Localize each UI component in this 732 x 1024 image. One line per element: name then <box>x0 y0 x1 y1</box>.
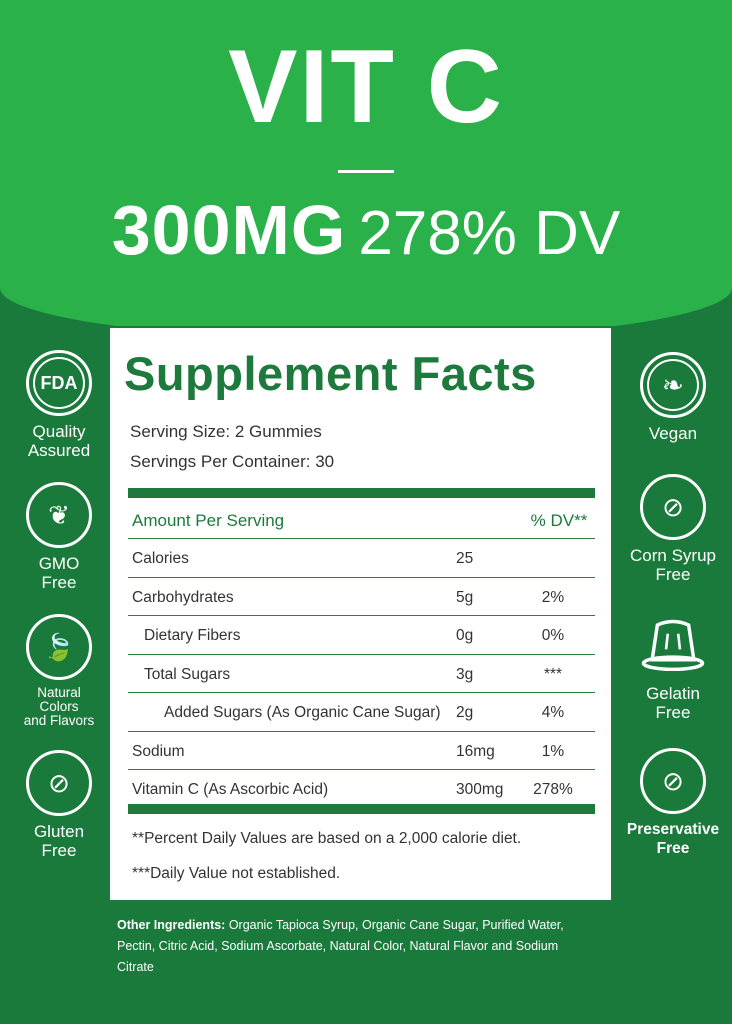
table-row: Total Sugars 3g *** <box>128 655 595 693</box>
table-row: Added Sugars (As Organic Cane Sugar) 2g 4% <box>128 693 595 732</box>
nutrient-amount: 25 <box>456 550 474 567</box>
badge-label: Natural <box>37 685 81 700</box>
nutrient-dv: 278% <box>533 781 573 798</box>
table-row: Calories 25 <box>128 539 595 578</box>
badge-quality: FDA Quality Assured <box>4 350 114 460</box>
no-preservative-icon: ⊘ <box>640 748 706 814</box>
nutrient-name: Vitamin C (As Ascorbic Acid) <box>132 781 329 798</box>
badge-label: Free <box>655 703 691 722</box>
thick-rule <box>128 488 595 498</box>
nutrient-amount: 16mg <box>456 742 495 760</box>
nutrient-amount: 2g <box>456 704 474 721</box>
table-row: Sodium 16mg 1% <box>128 732 595 770</box>
nutrient-name: Added Sugars (As Organic Cane Sugar) <box>164 704 441 721</box>
nutrient-dv: 4% <box>541 704 565 721</box>
badge-label: GMO <box>38 554 80 573</box>
nutrient-name: Calories <box>132 550 189 567</box>
dv-footnote: **Percent Daily Values are based on a 2,… <box>132 830 522 847</box>
badge-label: Vegan <box>648 424 698 443</box>
badge-gmo: ❦ GMO Free <box>4 482 114 592</box>
table-row: Vitamin C (As Ascorbic Acid) 300mg 278% <box>128 770 595 809</box>
nutrient-amount: 3g <box>456 665 474 683</box>
header-amount: Amount Per Serving <box>132 511 285 530</box>
vegan-leaves-icon: ❧ <box>640 352 706 418</box>
ingredients-text: Organic Tapioca Syrup, Organic Cane Suga… <box>117 918 564 974</box>
no-wheat-icon: ⊘ <box>26 750 92 816</box>
badge-label: Assured <box>27 441 91 460</box>
badge-label: Preservative <box>626 821 720 838</box>
table-header: Amount Per Serving % DV** <box>128 500 595 539</box>
ingredients-label: Other Ingredients: <box>117 918 226 932</box>
badge-natural: 🍃 Natural Colors and Flavors <box>4 614 114 728</box>
facts-title: Supplement Facts <box>124 347 537 400</box>
sprout-icon: ❦ <box>26 482 92 548</box>
serving-size: Serving Size: 2 Gummies <box>130 422 322 441</box>
badge-gluten: ⊘ Gluten Free <box>4 750 114 860</box>
dose-amount: 300MG <box>111 191 347 269</box>
nutrient-dv: *** <box>543 665 563 683</box>
header-dv: % DV** <box>530 511 588 530</box>
table-row: Carbohydrates 5g 2% <box>128 578 595 616</box>
badge-label: Free <box>41 841 77 860</box>
gelatin-icon <box>640 612 706 678</box>
badge-label: Colors <box>39 699 79 714</box>
nutrient-amount: 5g <box>456 588 474 606</box>
dose-line: 300MG 278% DV <box>0 190 732 270</box>
fda-seal-icon: FDA <box>26 350 92 416</box>
badge-label: Gelatin <box>646 684 700 703</box>
nutrient-name: Total Sugars <box>144 665 231 683</box>
badge-label: Corn Syrup <box>630 546 716 565</box>
no-corn-icon: ⊘ <box>640 474 706 540</box>
nutrient-dv: 0% <box>541 627 565 644</box>
badge-label: Free <box>41 573 77 592</box>
nutrient-amount: 300mg <box>456 781 504 798</box>
nutrient-dv: 2% <box>541 588 565 606</box>
table-row: Dietary Fibers 0g 0% <box>128 616 595 655</box>
badge-label: Quality <box>32 422 86 441</box>
nutrient-name: Sodium <box>132 742 185 760</box>
leaf-icon: 🍃 <box>26 614 92 680</box>
dv-not-established-note: ***Daily Value not established. <box>132 865 341 882</box>
divider <box>338 170 394 173</box>
thick-rule <box>128 804 595 814</box>
dose-dv: 278% DV <box>358 199 621 268</box>
badge-corn-syrup: ⊘ Corn Syrup Free <box>614 474 732 584</box>
nutrient-dv: 1% <box>541 742 565 760</box>
badge-label: Free <box>656 840 690 857</box>
badge-label: Gluten <box>33 822 85 841</box>
badge-gelatin: Gelatin Free <box>614 612 732 722</box>
servings-per-container: Servings Per Container: 30 <box>130 452 335 471</box>
other-ingredients: Other Ingredients: Organic Tapioca Syrup… <box>117 915 597 978</box>
badge-label: and Flavors <box>23 713 95 728</box>
supplement-facts-panel: Supplement Facts Serving Size: 2 Gummies… <box>108 326 613 902</box>
nutrient-name: Dietary Fibers <box>144 627 241 644</box>
badge-preservative: ⊘ Preservative Free <box>614 748 732 858</box>
nutrient-amount: 0g <box>456 627 474 644</box>
product-title: VIT C <box>228 29 504 145</box>
badge-label: Free <box>655 565 691 584</box>
badge-vegan: ❧ Vegan <box>614 352 732 443</box>
nutrient-name: Carbohydrates <box>132 588 234 606</box>
